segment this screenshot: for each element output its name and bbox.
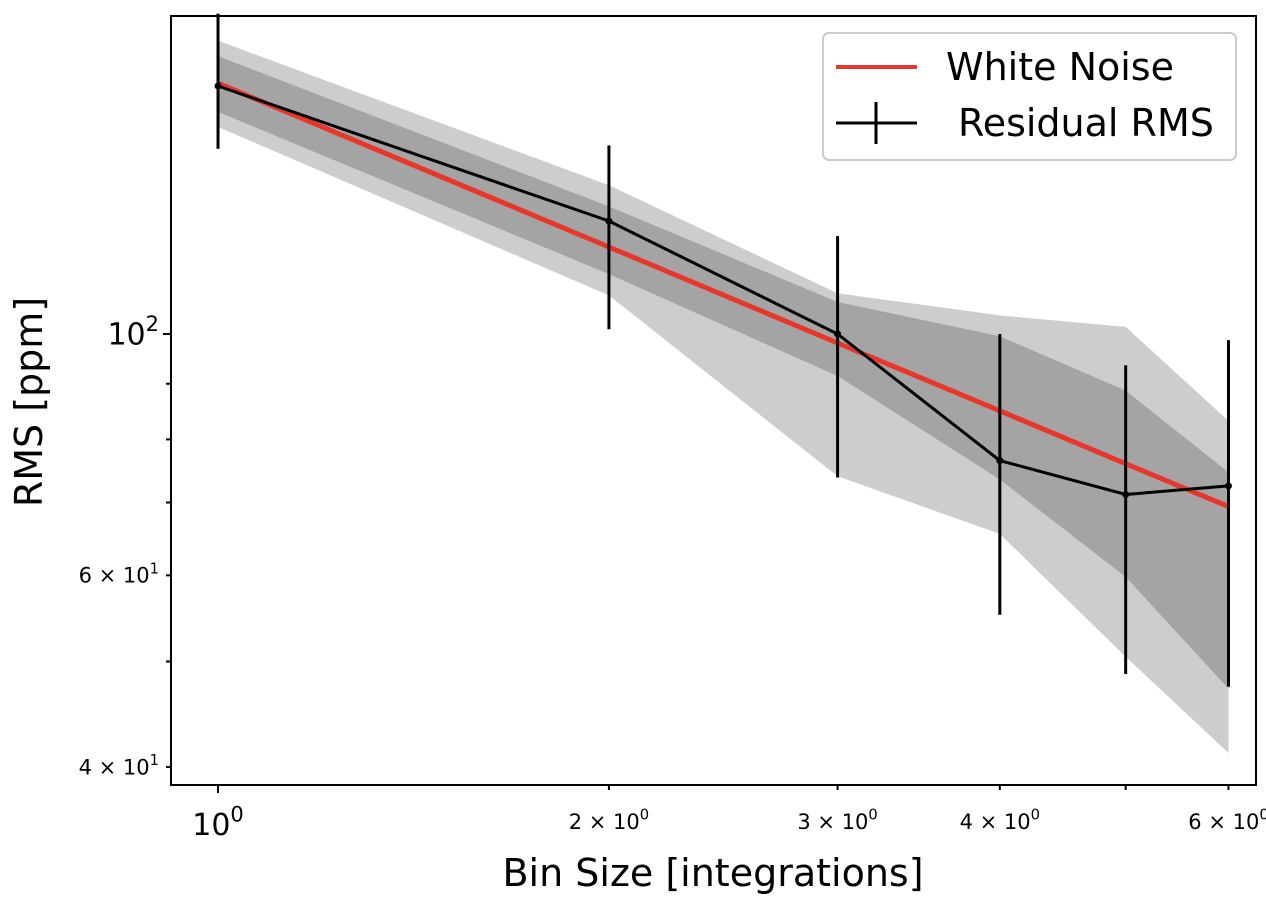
- white-noise-line: [217, 80, 1230, 509]
- x-tick-label: 6 × 100: [1188, 807, 1266, 834]
- residual-rms-series: [214, 13, 1232, 687]
- white-noise-series: [217, 80, 1230, 509]
- residual-point: [834, 330, 842, 338]
- x-axis-ticks: 100 2 × 100 3 × 100 4 × 100 6 × 100: [192, 785, 1266, 843]
- legend: White Noise Residual RMS: [822, 32, 1237, 161]
- residual-point: [605, 217, 613, 225]
- residual-rms-line: [217, 84, 1229, 497]
- legend-residual-label: Residual RMS: [958, 101, 1214, 145]
- y-axis-label: RMS [ppm]: [7, 297, 51, 507]
- y-tick-label: 4 × 101: [79, 752, 159, 779]
- x-tick-label: 100: [192, 803, 244, 844]
- y-axis-ticks: 102 6 × 101 4 × 101: [79, 312, 171, 779]
- x-tick-label: 4 × 100: [960, 807, 1040, 834]
- x-tick-label: 3 × 100: [797, 807, 877, 834]
- x-tick-label: 2 × 100: [569, 807, 649, 834]
- plot-frame: [170, 15, 1257, 786]
- y-tick-label: 6 × 101: [79, 560, 159, 587]
- legend-white-noise-label: White Noise: [946, 45, 1174, 89]
- y-tick-label: 102: [107, 312, 159, 353]
- residual-point: [996, 457, 1004, 465]
- noise-bands: [218, 40, 1229, 753]
- residual-point: [1122, 490, 1130, 498]
- band-1sigma: [218, 56, 1229, 689]
- residual-point: [214, 82, 222, 90]
- x-axis-label: Bin Size [integrations]: [502, 851, 923, 895]
- legend-box: [822, 32, 1237, 161]
- residual-point: [1224, 482, 1232, 490]
- band-2sigma: [218, 40, 1229, 753]
